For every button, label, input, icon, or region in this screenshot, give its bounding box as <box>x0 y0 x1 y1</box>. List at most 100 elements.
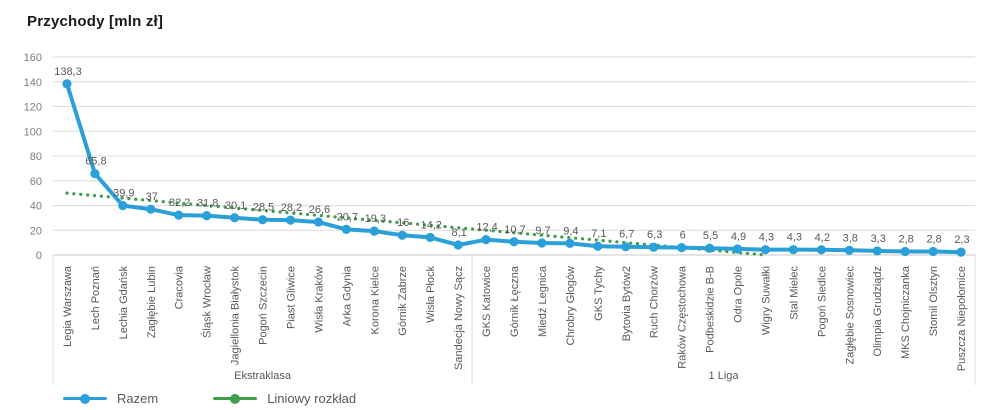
data-label: 28,2 <box>281 202 302 214</box>
y-axis-tick-label: 120 <box>24 102 42 114</box>
category-label: Jagiellonia Białystok <box>230 266 242 366</box>
data-label: 4,2 <box>815 232 830 244</box>
data-point-marker <box>677 242 687 253</box>
legend-label-razem: Razem <box>117 391 159 406</box>
data-label: 4,9 <box>731 231 746 243</box>
category-label: Cracovia <box>174 265 186 309</box>
category-label: Chrobry Głogów <box>565 266 577 346</box>
category-label: Podbeskidzie B-B <box>705 266 717 353</box>
category-label: Wisła Płock <box>425 266 437 323</box>
category-label: Stal Mielec <box>788 266 800 320</box>
y-axis-tick-label: 20 <box>30 225 42 237</box>
category-label: Wigry Suwałki <box>760 266 772 335</box>
data-label: 14,2 <box>420 219 441 231</box>
data-point-marker <box>593 241 603 251</box>
category-label: Górnik Łęczna <box>509 265 521 337</box>
axis-group-label: 1 Liga <box>709 370 740 382</box>
data-point-marker <box>425 232 435 243</box>
data-point-marker <box>872 246 882 256</box>
data-point-marker <box>509 237 519 247</box>
data-label: 16 <box>397 217 409 229</box>
chart-legend: Razem Liniowy rozkład <box>63 391 356 406</box>
data-label: 12,4 <box>476 222 497 234</box>
data-point-marker <box>257 215 268 225</box>
category-label: GKS Tychy <box>593 266 605 321</box>
green-line-dot-icon <box>213 393 258 405</box>
data-point-marker <box>760 245 771 255</box>
chart-title: Przychody [mln zł] <box>27 13 164 30</box>
data-label: 37 <box>146 191 158 203</box>
data-point-marker <box>341 224 351 234</box>
data-point-marker <box>928 246 938 257</box>
data-point-marker <box>313 217 324 227</box>
data-label: 6 <box>680 230 686 242</box>
y-axis-tick-label: 0 <box>36 250 42 262</box>
legend-label-liniowy-rozklad: Liniowy rozkład <box>267 391 357 406</box>
data-label: 138,3 <box>54 66 82 78</box>
data-label: 9,7 <box>535 225 550 237</box>
category-label: Legia Warszawa <box>62 265 74 347</box>
data-point-marker <box>481 235 491 245</box>
category-label: Lechia Gdańsk <box>118 266 130 340</box>
legend-dot-green <box>230 393 241 404</box>
category-label: Pogoń Siedlce <box>816 266 828 337</box>
axis-group-label: Ekstraklasa <box>234 370 292 382</box>
data-point-marker <box>788 245 798 255</box>
data-label: 32,2 <box>169 197 190 209</box>
data-point-marker <box>174 210 184 220</box>
data-point-marker <box>704 243 715 253</box>
y-axis-tick-label: 80 <box>30 151 42 163</box>
category-label: Zagłębie Sosnowiec <box>844 266 856 365</box>
y-axis-tick-label: 160 <box>24 52 42 64</box>
data-point-marker <box>90 168 100 179</box>
category-label: Zagłębie Lubin <box>146 266 158 338</box>
data-label: 4,3 <box>759 232 774 244</box>
category-label: Stomil Olsztyn <box>928 266 940 336</box>
data-label: 7,1 <box>591 228 606 240</box>
category-label: Wisła Kraków <box>313 266 325 333</box>
category-label: Pogoń Szczecin <box>258 266 270 345</box>
data-label: 8,1 <box>451 227 466 239</box>
data-label: 39,9 <box>113 188 134 200</box>
legend-item-razem: Razem <box>63 391 158 406</box>
data-label: 30,1 <box>225 200 246 212</box>
data-label: 2,8 <box>926 234 941 246</box>
data-point-marker <box>816 245 826 255</box>
category-label: Puszcza Niepołomice <box>956 266 968 371</box>
data-point-marker <box>565 238 575 248</box>
data-label: 6,3 <box>647 229 662 241</box>
category-label: Górnik Zabrze <box>397 266 409 336</box>
data-label: 26,6 <box>309 204 330 216</box>
data-point-marker <box>956 247 966 257</box>
data-label: 20,7 <box>337 211 358 223</box>
data-label: 3,3 <box>871 233 886 245</box>
y-axis-tick-label: 100 <box>24 126 42 138</box>
data-label: 65,8 <box>85 156 106 168</box>
data-point-marker <box>732 244 743 254</box>
data-label: 19,3 <box>365 213 386 225</box>
data-point-marker <box>118 201 128 211</box>
category-label: Piast Gliwice <box>285 266 297 329</box>
data-label: 5,5 <box>703 230 718 242</box>
data-point-marker <box>649 242 659 252</box>
data-point-marker <box>369 226 379 236</box>
category-label: GKS Katowice <box>481 266 493 337</box>
legend-item-liniowy-rozklad: Liniowy rozkład <box>213 391 356 406</box>
data-point-marker <box>285 215 296 225</box>
data-point-marker <box>537 238 547 248</box>
category-label: Śląsk Wrocław <box>201 266 214 338</box>
data-label: 31,8 <box>197 198 218 210</box>
data-label: 28,5 <box>253 202 274 214</box>
data-point-marker <box>146 204 156 214</box>
data-label: 9,4 <box>563 225 578 237</box>
category-label: MKS Chojniczanka <box>900 265 912 359</box>
y-axis-tick-label: 40 <box>30 201 42 213</box>
category-label: Olimpia Grudziądz <box>872 266 884 356</box>
data-point-marker <box>202 211 212 221</box>
data-label: 6,7 <box>619 229 634 241</box>
data-point-marker <box>900 246 910 257</box>
category-label: Arka Gdynia <box>341 265 353 326</box>
data-point-marker <box>453 240 463 250</box>
